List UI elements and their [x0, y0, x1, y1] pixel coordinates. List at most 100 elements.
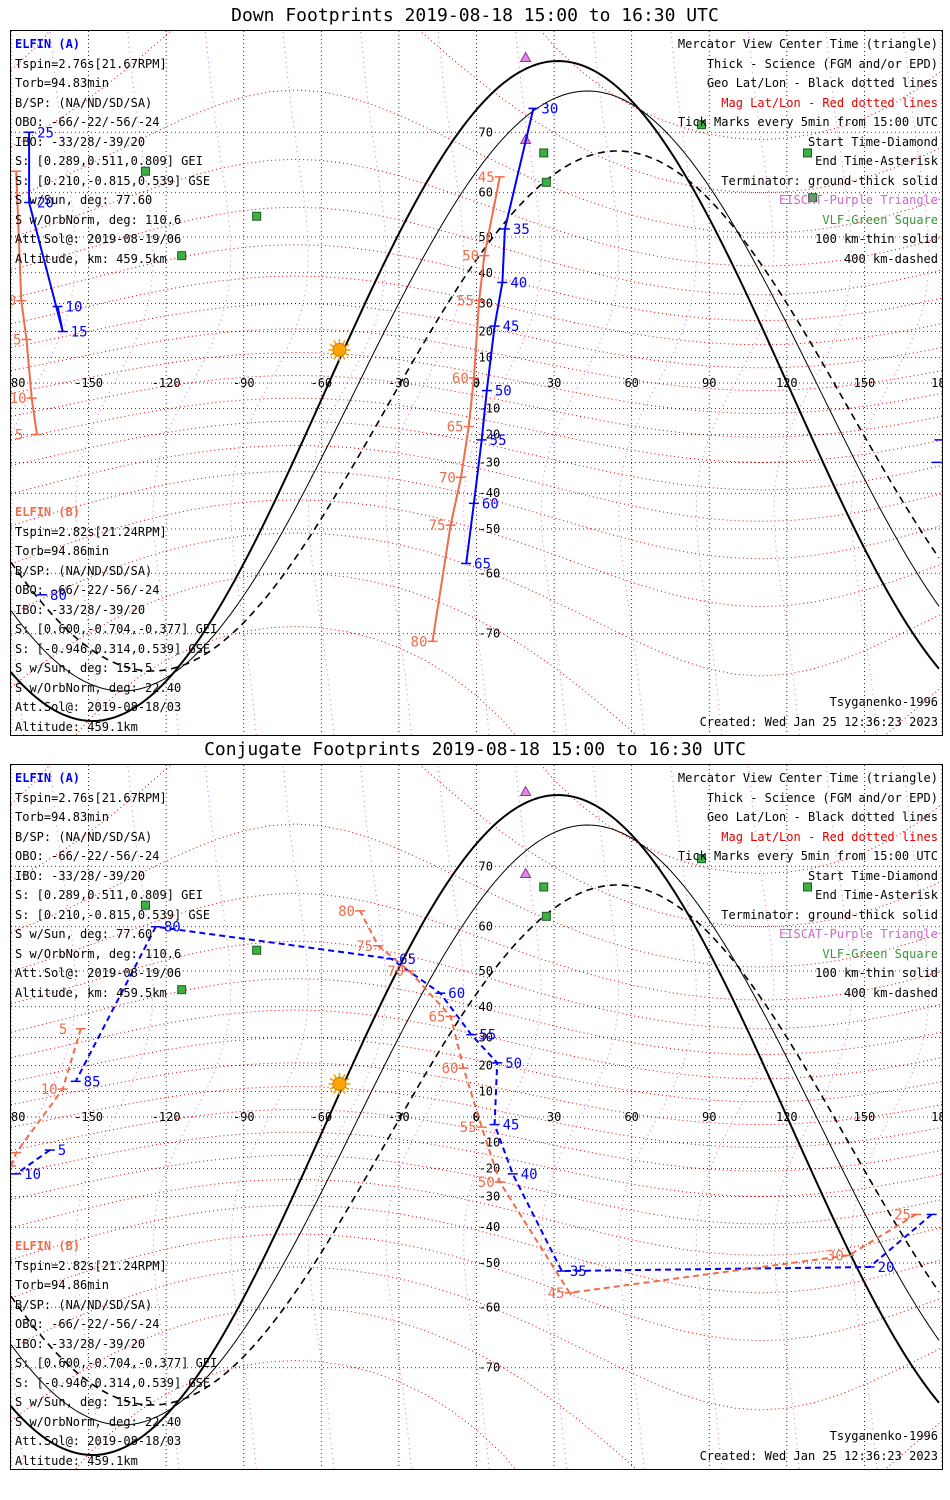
- down-title: Down Footprints 2019-08-18 15:00 to 16:3…: [231, 5, 719, 26]
- track-time-label: 45: [478, 170, 495, 186]
- track-time-label: 80: [338, 904, 355, 920]
- track-time-label: 30: [541, 101, 558, 117]
- conjugate-elfin-b-line: Att.Sol@: 2019-08-18/03: [15, 1434, 182, 1448]
- track-time-label: 5: [58, 1143, 66, 1159]
- eiscat-site-triangle: [519, 51, 532, 63]
- track-time-label: 20: [878, 1260, 895, 1276]
- lon-tick-label: 90: [702, 376, 716, 390]
- lon-tick-label: -180: [11, 376, 25, 390]
- track-time-label: 65: [447, 420, 464, 436]
- track-time-label: 45: [503, 319, 520, 335]
- vlf-site-square: [140, 900, 150, 910]
- down-elfin-b-name: ELFIN (B): [15, 505, 81, 519]
- conjugate-elfin-a-line: Torb=94.83min: [15, 810, 109, 824]
- vlf-site-square: [696, 854, 706, 864]
- conjugate-map-canvas: -70-60-50-40-30-20-1010203040506070-180-…: [11, 765, 942, 1469]
- lon-tick-label: -150: [74, 1110, 103, 1124]
- conjugate-legend-entry: Thick - Science (FGM and/or EPD): [706, 790, 938, 805]
- down-elfin-a-line: IBO: -33/28/-39/20: [15, 134, 146, 149]
- conjugate-elfin-b-line: Torb=94.86min: [15, 1278, 109, 1292]
- lon-tick-label: -90: [233, 376, 255, 390]
- track-time-label: 50: [495, 384, 512, 400]
- terminator-400km-line: [11, 150, 940, 672]
- track-time-label: 25: [894, 1207, 911, 1223]
- lat-tick-label: 60: [479, 920, 493, 934]
- conjugate-elfin-a-line: S: [0.289,0.511,0.809] GEI: [15, 888, 203, 902]
- track-time-label: 70: [387, 964, 404, 980]
- vlf-site-square: [539, 148, 549, 158]
- lat-tick-label: -10: [479, 401, 501, 415]
- lat-tick-label: 0: [473, 1110, 480, 1124]
- track-time-label: 75: [356, 939, 373, 955]
- terminator-ground-line: [11, 59, 940, 722]
- conjugate-elfin-a-line: IBO: -33/28/-39/20: [15, 868, 146, 883]
- lon-tick-label: 180: [931, 376, 942, 390]
- down-elfin-b-line: Torb=94.86min: [15, 544, 109, 558]
- conjugate-elfin-b-line: Altitude: 459.1km: [15, 1453, 138, 1468]
- track-time-label: 20: [37, 196, 54, 212]
- track-line-elfin-b: [11, 910, 917, 1294]
- down-legend-entry: 100 km-thin solid: [815, 232, 938, 246]
- lat-tick-label: 60: [479, 186, 493, 200]
- lat-tick-label: -20: [479, 1161, 501, 1175]
- lat-tick-label: 10: [479, 1085, 493, 1099]
- track-time-label: 80: [50, 588, 67, 604]
- down-elfin-b-line: Altitude: 459.1km: [15, 719, 138, 734]
- down-elfin-b-line: OBO: -66/-22/-56/-24: [15, 583, 160, 597]
- conjugate-created: Created: Wed Jan 25 12:36:23 2023: [699, 1449, 938, 1463]
- lon-tick-label: 60: [624, 376, 638, 390]
- track-time-label: 60: [448, 986, 465, 1002]
- down-elfin-a-line: S: [0.210,-0.815,0.539] GSE: [15, 173, 211, 188]
- lon-tick-label: -90: [233, 1110, 255, 1124]
- lat-tick-label: -10: [479, 1135, 501, 1149]
- vlf-site-square: [252, 945, 262, 955]
- conjugate-elfin-a-line: Att.Sol@: 2019-08-19/06: [15, 966, 182, 980]
- lat-tick-label: -30: [479, 1189, 501, 1203]
- conjugate-legend-entry: Start Time-Diamond: [807, 868, 938, 883]
- vlf-site-square: [177, 251, 187, 261]
- vlf-site-square: [803, 882, 813, 892]
- lat-tick-label: 20: [479, 325, 493, 339]
- track-time-label: 40: [521, 1167, 538, 1183]
- track-time-label: 10: [11, 391, 27, 407]
- terminator-100km-line: [11, 90, 940, 692]
- track-time-label: 50: [505, 1056, 522, 1072]
- vlf-site-square: [803, 148, 813, 158]
- down-legend-entry: End Time-Asterisk: [815, 154, 938, 168]
- down-elfin-b-line: Att.Sol@: 2019-08-18/03: [15, 700, 182, 714]
- conjugate-elfin-a-line: Altitude, km: 459.5km: [15, 985, 167, 1000]
- track-time-label: 5: [15, 427, 23, 443]
- lon-tick-label: -120: [152, 376, 181, 390]
- lon-tick-label: 180: [931, 1110, 942, 1124]
- conjugate-elfin-b-line: Tspin=2.82s[21.24RPM]: [15, 1258, 167, 1273]
- down-elfin-a-line: Tspin=2.76s[21.67RPM]: [15, 56, 167, 71]
- track-time-label: 60: [442, 1061, 459, 1077]
- conjugate-legend-entry: End Time-Asterisk: [815, 888, 938, 902]
- track-time-label: 50: [478, 1175, 495, 1191]
- vlf-site-square: [140, 166, 150, 176]
- lat-tick-label: 30: [479, 297, 493, 311]
- conjugate-elfin-a-line: S w/Sun, deg: 77.60: [15, 927, 153, 941]
- track-time-label: 15: [11, 332, 21, 348]
- down-elfin-b-line: S w/Sun, deg: 151.5: [15, 661, 153, 675]
- vlf-site-square: [539, 882, 549, 892]
- down-elfin-b-line: B/SP: (NA/ND/SD/SA): [15, 563, 153, 578]
- conjugate-legend-entry: VLF-Green Square: [822, 946, 938, 961]
- lon-tick-label: -30: [388, 376, 410, 390]
- down-elfin-a-line: Torb=94.83min: [15, 76, 109, 90]
- mag-lat-line: [11, 1204, 942, 1294]
- down-elfin-b-line: S: [-0.946,0.314,0.539] GSE: [15, 641, 211, 656]
- mag-lat-line: [11, 1266, 942, 1411]
- lat-tick-label: -40: [479, 1220, 501, 1234]
- lon-tick-label: 90: [702, 1110, 716, 1124]
- conjugate-legend-entry: Mercator View Center Time (triangle): [677, 771, 938, 785]
- track-time-label: 40: [510, 275, 527, 291]
- down-created: Created: Wed Jan 25 12:36:23 2023: [699, 715, 938, 729]
- conjugate-map: -70-60-50-40-30-20-1010203040506070-180-…: [10, 764, 943, 1470]
- lon-tick-label: 0: [473, 1110, 480, 1124]
- terminator-100km-line: [11, 824, 940, 1426]
- conjugate-elfin-a-line: B/SP: (NA/ND/SD/SA): [15, 829, 153, 844]
- conjugate-legend-entry: 400 km-dashed: [844, 985, 938, 1000]
- down-model: Tsyganenko-1996: [829, 695, 938, 709]
- vlf-site-square: [696, 120, 706, 130]
